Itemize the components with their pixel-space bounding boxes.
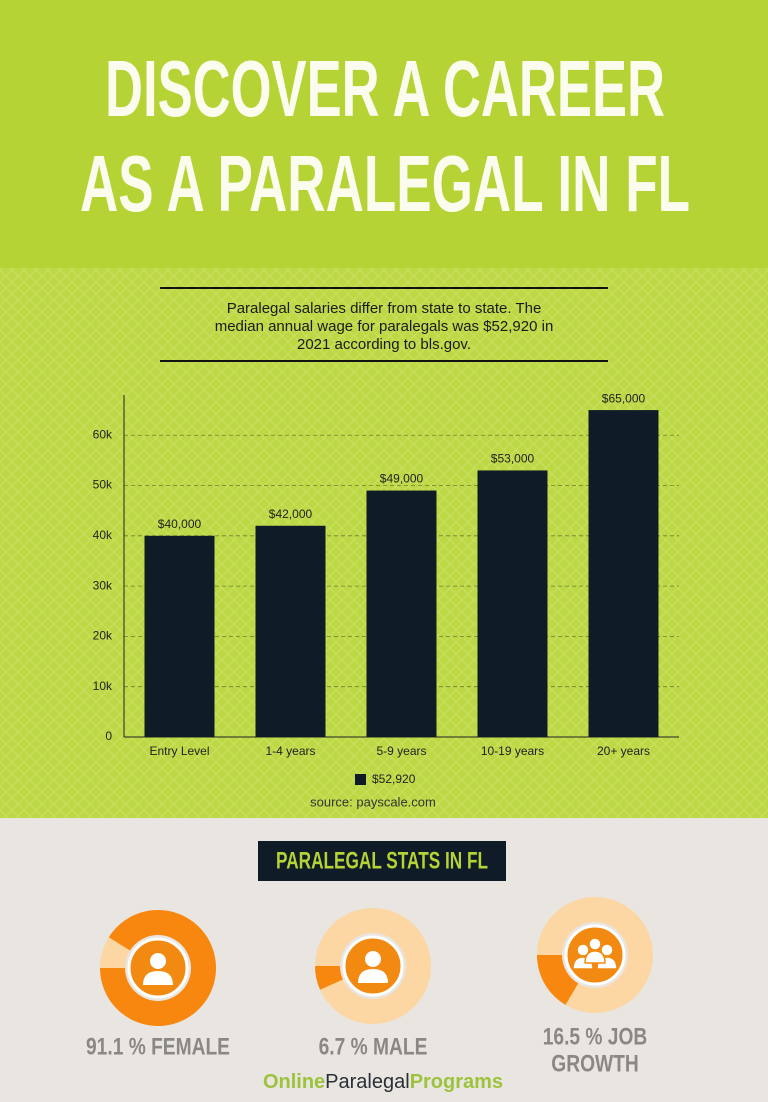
stat-label: 6.7 % MALE bbox=[319, 1032, 428, 1060]
title-line: AS A PARALEGAL IN FL bbox=[80, 139, 690, 228]
icon-head bbox=[150, 953, 166, 969]
y-tick-label: 10k bbox=[93, 679, 113, 693]
subtitle: 2021 according to bls.gov. bbox=[297, 336, 471, 353]
value-label: $42,000 bbox=[269, 507, 313, 521]
title-line: DISCOVER A CAREER bbox=[105, 44, 665, 133]
subtitle: Paralegal salaries differ from state to … bbox=[227, 300, 542, 317]
legend-swatch bbox=[355, 774, 366, 785]
y-tick-label: 60k bbox=[93, 427, 113, 441]
brand-part: Paralegal bbox=[325, 1071, 410, 1093]
source: source: payscale.com bbox=[310, 794, 436, 809]
legend-label: $52,920 bbox=[372, 772, 416, 786]
header-bg bbox=[0, 0, 768, 268]
person-icon bbox=[143, 953, 173, 985]
x-tick-label: 20+ years bbox=[597, 744, 650, 758]
icon-body bbox=[143, 971, 173, 985]
brand: OnlineParalegalPrograms bbox=[263, 1071, 503, 1093]
brand-part: Online bbox=[263, 1071, 325, 1093]
icon-body bbox=[584, 950, 606, 964]
x-tick-label: 1-4 years bbox=[265, 744, 315, 758]
donut-arc bbox=[100, 909, 216, 1026]
icon-head bbox=[576, 943, 590, 957]
y-tick-label: 0 bbox=[105, 729, 112, 743]
icon-head bbox=[588, 937, 602, 951]
bar bbox=[588, 410, 659, 737]
icon-head bbox=[365, 951, 381, 967]
stats-title-box bbox=[258, 841, 506, 881]
y-tick-label: 50k bbox=[93, 478, 113, 492]
icon-body bbox=[358, 969, 388, 983]
donut-arc bbox=[315, 966, 343, 990]
bar bbox=[366, 490, 437, 737]
x-tick-label: Entry Level bbox=[149, 744, 209, 758]
bar bbox=[477, 470, 548, 737]
person-icon bbox=[358, 951, 388, 983]
brand-part: Programs bbox=[410, 1071, 503, 1093]
y-tick-label: 30k bbox=[93, 578, 113, 592]
bar bbox=[255, 525, 326, 737]
value-label: $53,000 bbox=[491, 452, 535, 466]
subtitle: median annual wage for paralegals was $5… bbox=[215, 318, 554, 335]
stat-label: 91.1 % FEMALE bbox=[86, 1032, 230, 1060]
value-label: $65,000 bbox=[602, 391, 646, 405]
donut-arc bbox=[537, 955, 579, 1005]
x-tick-label: 5-9 years bbox=[376, 744, 426, 758]
x-tick-label: 10-19 years bbox=[481, 744, 544, 758]
stat-label: 16.5 % JOB bbox=[543, 1022, 648, 1050]
value-label: $49,000 bbox=[380, 472, 424, 486]
person-icon bbox=[572, 937, 618, 970]
y-tick-label: 40k bbox=[93, 528, 113, 542]
stats-title: PARALEGAL STATS IN FL bbox=[276, 847, 488, 874]
stat-label: GROWTH bbox=[551, 1049, 638, 1077]
y-tick-label: 20k bbox=[93, 629, 113, 643]
icon-head bbox=[600, 943, 614, 957]
value-label: $40,000 bbox=[158, 517, 202, 531]
bar bbox=[144, 535, 215, 737]
